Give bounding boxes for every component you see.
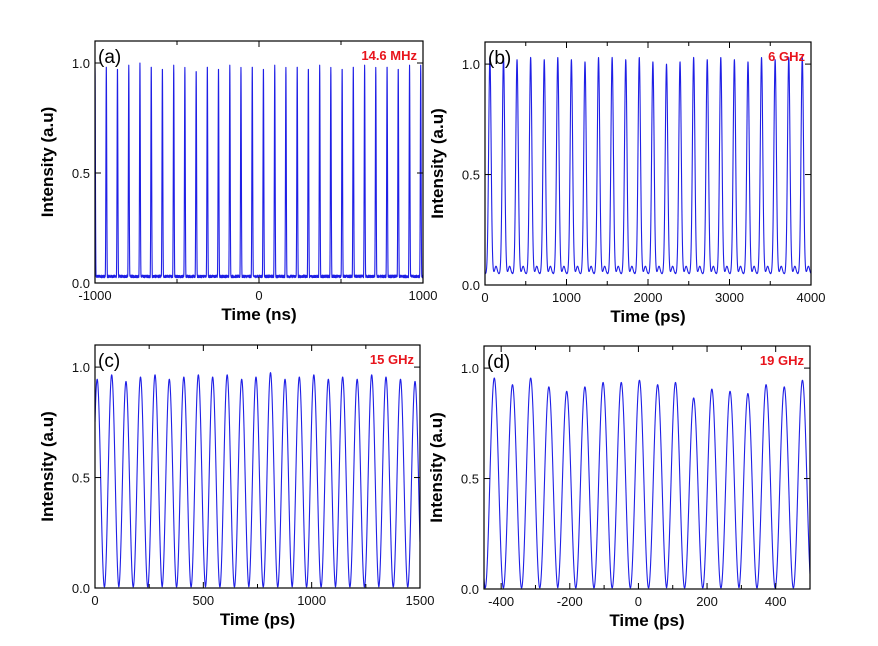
panel-a: -1000 0 1000 0.0 0.5 1.0 Time (ns) Intensity (a…	[38, 40, 438, 324]
x-tick-label: 1500	[406, 593, 435, 608]
y-tick-label: 1.0	[462, 57, 480, 72]
x-tick-label: 1000	[409, 288, 438, 303]
y-tick-label: 0.0	[72, 581, 90, 596]
y-tick-label: 0.0	[461, 582, 479, 597]
x-tick-label: 0	[481, 290, 488, 305]
y-tick-label: 0.5	[461, 472, 479, 487]
series-line	[484, 377, 810, 589]
x-axis-title: Time (ns)	[221, 305, 296, 324]
y-tick-label: 0.5	[462, 168, 480, 183]
y-axis-title: Intensity (a.u)	[38, 107, 57, 218]
panel-label: (c)	[98, 351, 120, 372]
x-tick-label: -400	[488, 594, 514, 609]
y-axis-title: Intensity (a.u)	[428, 108, 447, 219]
frequency-label: 6 GHz	[768, 49, 805, 64]
x-tick-label: 1000	[297, 593, 326, 608]
plot-frame	[483, 345, 811, 590]
x-tick-label: 1000	[552, 290, 581, 305]
frequency-label: 19 GHz	[760, 353, 805, 368]
x-axis-title: Time (ps)	[220, 610, 295, 629]
panel-label: (a)	[98, 47, 121, 68]
series-line	[485, 56, 811, 275]
x-tick-label: 3000	[715, 290, 744, 305]
y-tick-label: 1.0	[72, 56, 90, 71]
x-axis-title: Time (ps)	[609, 611, 684, 630]
x-tick-label: 2000	[634, 290, 663, 305]
panel-c: 0 500 1000 1500 0.0 0.5 1.0 Time (ps) Intensity …	[38, 344, 435, 629]
x-tick-label: 0	[635, 594, 642, 609]
panel-label: (b)	[488, 48, 511, 69]
x-tick-label: 400	[765, 594, 787, 609]
y-tick-label: 0.5	[72, 471, 90, 486]
series-line	[95, 372, 420, 588]
x-tick-label: 200	[696, 594, 718, 609]
x-tick-label: 0	[91, 593, 98, 608]
y-tick-label: 1.0	[461, 361, 479, 376]
series-line	[95, 62, 423, 279]
panel-b: 0 1000 2000 3000 4000 0.0 0.5 1.0 Time (ps) Inten…	[428, 41, 826, 326]
x-axis-title: Time (ps)	[610, 307, 685, 326]
x-tick-label: 500	[192, 593, 214, 608]
y-tick-label: 0.5	[72, 166, 90, 181]
y-axis-title: Intensity (a.u)	[38, 411, 57, 522]
plot-frame	[94, 40, 424, 284]
x-tick-label: 4000	[797, 290, 826, 305]
panel-d: -400 -200 0 200 400 0.0 0.5 1.0 Time (ps) Intensi…	[427, 345, 811, 630]
x-tick-label: -200	[557, 594, 583, 609]
frequency-label: 14.6 MHz	[361, 48, 417, 63]
y-tick-label: 1.0	[72, 360, 90, 375]
panel-label: (d)	[487, 352, 510, 373]
frequency-label: 15 GHz	[370, 352, 415, 367]
x-tick-label: -1000	[78, 288, 111, 303]
x-tick-label: 0	[255, 288, 262, 303]
y-tick-label: 0.0	[72, 276, 90, 291]
y-axis-title: Intensity (a.u)	[427, 412, 446, 523]
y-tick-label: 0.0	[462, 278, 480, 293]
